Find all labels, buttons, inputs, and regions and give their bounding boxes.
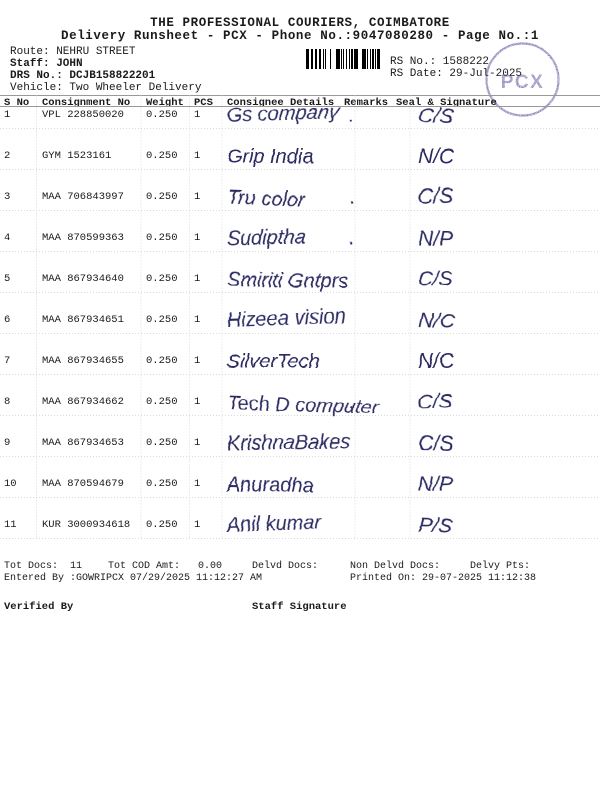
svg-text:N/C: N/C: [418, 145, 455, 168]
svg-text:C/S: C/S: [417, 390, 453, 414]
svg-text:Grip India: Grip India: [227, 146, 314, 168]
svg-text:SilverTech: SilverTech: [227, 351, 320, 373]
svg-text:Gs company: Gs company: [226, 101, 340, 127]
svg-text:.: .: [349, 228, 355, 250]
svg-text:Smiriti Gntprs: Smiriti Gntprs: [227, 269, 348, 293]
svg-text:N/C: N/C: [418, 309, 456, 333]
svg-text:N/P: N/P: [418, 472, 453, 496]
svg-text:N/P: N/P: [418, 227, 453, 251]
svg-text:Hizeea vision: Hizeea vision: [226, 306, 346, 332]
svg-text:C/S: C/S: [418, 104, 454, 128]
svg-text:Tru color: Tru color: [227, 187, 306, 212]
svg-text:Sudiptha: Sudiptha: [227, 227, 306, 250]
svg-text:.: .: [349, 392, 355, 414]
svg-text:C/S: C/S: [418, 267, 453, 291]
svg-text:P/S: P/S: [418, 514, 453, 538]
svg-text:C/S: C/S: [418, 432, 453, 456]
svg-text:N/C: N/C: [418, 350, 455, 373]
svg-text:.: .: [349, 105, 355, 127]
svg-text:Anuradha: Anuradha: [226, 474, 314, 498]
svg-text:Tech D computer: Tech D computer: [227, 392, 381, 419]
svg-text:KrishnaBakes: KrishnaBakes: [227, 431, 351, 455]
svg-text:C/S: C/S: [417, 185, 453, 209]
svg-text:Anil kumar: Anil kumar: [225, 512, 323, 537]
svg-text:.: .: [349, 187, 355, 209]
